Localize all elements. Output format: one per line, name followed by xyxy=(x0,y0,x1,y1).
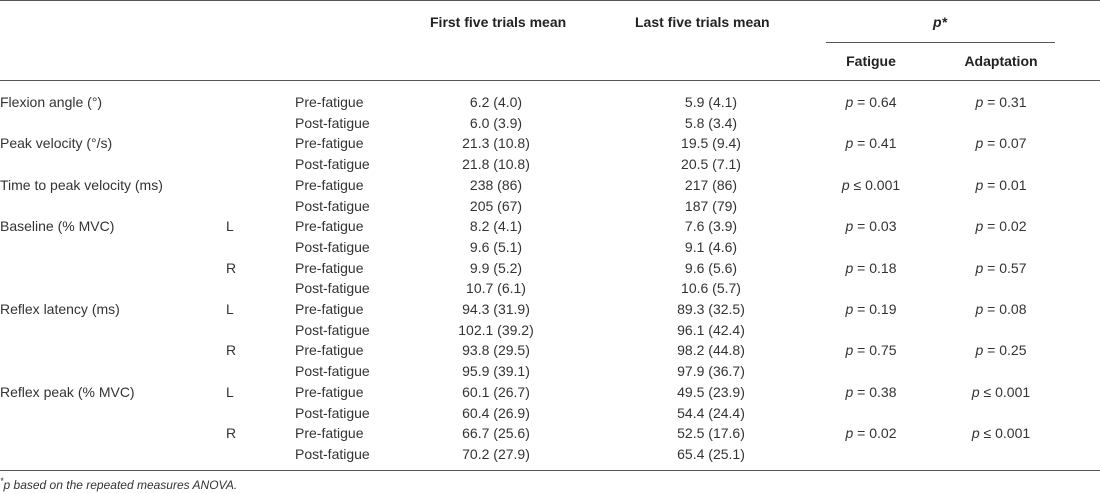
header-adaptation: Adaptation xyxy=(964,53,1038,69)
last-five-cell: 96.1 (42.4) xyxy=(677,322,745,338)
fatigue-p-cell: p = 0.03 xyxy=(845,218,897,234)
last-five-cell: 9.1 (4.6) xyxy=(684,239,738,255)
last-five-cell: 89.3 (32.5) xyxy=(677,301,745,317)
last-five-cell: 9.6 (5.6) xyxy=(684,260,738,276)
adaptation-p-cell: p = 0.07 xyxy=(975,135,1027,151)
first-five-cell: 6.0 (3.9) xyxy=(469,115,523,131)
first-five-cell: 21.8 (10.8) xyxy=(462,156,530,172)
condition-cell: Post-fatigue xyxy=(295,363,370,379)
condition-cell: Post-fatigue xyxy=(295,156,370,172)
last-five-cell: 52.5 (17.6) xyxy=(677,425,745,441)
last-five-cell: 54.4 (24.4) xyxy=(677,405,745,421)
condition-cell: Pre-fatigue xyxy=(295,260,364,276)
first-five-cell: 6.2 (4.0) xyxy=(469,94,523,110)
header-first-five: First five trials mean xyxy=(430,14,567,30)
first-five-cell: 95.9 (39.1) xyxy=(462,363,530,379)
last-five-cell: 20.5 (7.1) xyxy=(681,156,741,172)
fatigue-p-cell: p = 0.75 xyxy=(845,342,897,358)
row-label: Reflex peak (% MVC) xyxy=(0,384,135,400)
side-cell: R xyxy=(226,425,237,441)
row-label: Baseline (% MVC) xyxy=(0,218,115,234)
adaptation-p-cell: p ≤ 0.001 xyxy=(971,384,1031,400)
side-cell: R xyxy=(226,260,237,276)
condition-cell: Pre-fatigue xyxy=(295,177,364,193)
adaptation-p-cell: p = 0.31 xyxy=(975,94,1027,110)
condition-cell: Post-fatigue xyxy=(295,115,370,131)
header-last-five: Last five trials mean xyxy=(635,14,770,30)
fatigue-p-cell: p = 0.02 xyxy=(845,425,897,441)
adaptation-p-cell: p = 0.25 xyxy=(975,342,1027,358)
top-rule xyxy=(0,0,1100,1)
footnote-text: p based on the repeated measures ANOVA. xyxy=(3,478,238,492)
fatigue-p-cell: p = 0.38 xyxy=(845,384,897,400)
last-five-cell: 97.9 (36.7) xyxy=(677,363,745,379)
first-five-cell: 21.3 (10.8) xyxy=(462,135,530,151)
header-p: p* xyxy=(933,14,947,30)
condition-cell: Post-fatigue xyxy=(295,280,370,296)
fatigue-p-cell: p = 0.18 xyxy=(845,260,897,276)
side-cell: L xyxy=(226,384,234,400)
adaptation-p-cell: p = 0.02 xyxy=(975,218,1027,234)
condition-cell: Pre-fatigue xyxy=(295,342,364,358)
fatigue-p-cell: p ≤ 0.001 xyxy=(841,177,901,193)
row-label: Flexion angle (°) xyxy=(0,94,103,110)
adaptation-p-cell: p = 0.57 xyxy=(975,260,1027,276)
fatigue-p-cell: p = 0.64 xyxy=(845,94,897,110)
first-five-cell: 238 (86) xyxy=(469,177,523,193)
condition-cell: Post-fatigue xyxy=(295,239,370,255)
first-five-cell: 9.9 (5.2) xyxy=(469,260,523,276)
last-five-cell: 19.5 (9.4) xyxy=(681,135,741,151)
first-five-cell: 60.1 (26.7) xyxy=(462,384,530,400)
last-five-cell: 49.5 (23.9) xyxy=(677,384,745,400)
first-five-cell: 10.7 (6.1) xyxy=(466,280,526,296)
last-five-cell: 98.2 (44.8) xyxy=(677,342,745,358)
bottom-rule xyxy=(0,470,1100,471)
footnote: *p based on the repeated measures ANOVA. xyxy=(0,476,237,492)
condition-cell: Pre-fatigue xyxy=(295,301,364,317)
fatigue-p-cell: p = 0.41 xyxy=(845,135,897,151)
first-five-cell: 205 (67) xyxy=(469,198,523,214)
condition-cell: Pre-fatigue xyxy=(295,425,364,441)
row-label: Reflex latency (ms) xyxy=(0,301,120,317)
last-five-cell: 217 (86) xyxy=(684,177,738,193)
p-header-rule xyxy=(826,42,1055,43)
row-label: Peak velocity (°/s) xyxy=(0,135,113,151)
first-five-cell: 94.3 (31.9) xyxy=(462,301,530,317)
condition-cell: Post-fatigue xyxy=(295,446,370,462)
last-five-cell: 5.8 (3.4) xyxy=(684,115,738,131)
condition-cell: Post-fatigue xyxy=(295,198,370,214)
side-cell: L xyxy=(226,218,234,234)
row-label: Time to peak velocity (ms) xyxy=(0,177,163,193)
first-five-cell: 8.2 (4.1) xyxy=(469,218,523,234)
first-five-cell: 9.6 (5.1) xyxy=(469,239,523,255)
condition-cell: Post-fatigue xyxy=(295,322,370,338)
first-five-cell: 93.8 (29.5) xyxy=(462,342,530,358)
condition-cell: Pre-fatigue xyxy=(295,135,364,151)
condition-cell: Pre-fatigue xyxy=(295,218,364,234)
condition-cell: Pre-fatigue xyxy=(295,94,364,110)
adaptation-p-cell: p ≤ 0.001 xyxy=(971,425,1031,441)
adaptation-p-cell: p = 0.08 xyxy=(975,301,1027,317)
header-fatigue: Fatigue xyxy=(846,53,896,69)
adaptation-p-cell: p = 0.01 xyxy=(975,177,1027,193)
first-five-cell: 60.4 (26.9) xyxy=(462,405,530,421)
last-five-cell: 10.6 (5.7) xyxy=(681,280,741,296)
last-five-cell: 7.6 (3.9) xyxy=(684,218,738,234)
first-five-cell: 102.1 (39.2) xyxy=(458,322,534,338)
header-rule xyxy=(0,80,1100,81)
last-five-cell: 65.4 (25.1) xyxy=(677,446,745,462)
last-five-cell: 187 (79) xyxy=(684,198,738,214)
fatigue-p-cell: p = 0.19 xyxy=(845,301,897,317)
first-five-cell: 66.7 (25.6) xyxy=(462,425,530,441)
last-five-cell: 5.9 (4.1) xyxy=(684,94,738,110)
condition-cell: Pre-fatigue xyxy=(295,384,364,400)
side-cell: R xyxy=(226,342,237,358)
side-cell: L xyxy=(226,301,234,317)
footnote-mark: * xyxy=(0,476,4,486)
first-five-cell: 70.2 (27.9) xyxy=(462,446,530,462)
condition-cell: Post-fatigue xyxy=(295,405,370,421)
